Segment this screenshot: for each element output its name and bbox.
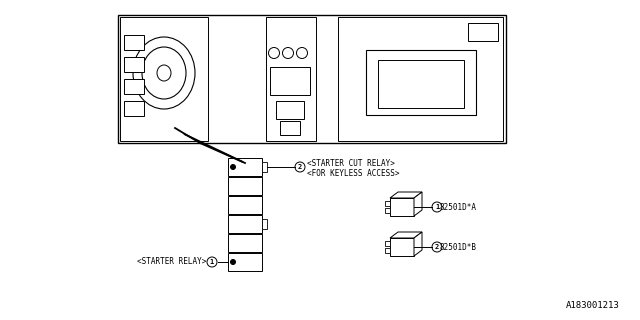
Bar <box>266 17 316 141</box>
Bar <box>385 248 390 253</box>
Text: <STARTER RELAY>: <STARTER RELAY> <box>136 258 206 267</box>
Bar <box>390 238 414 256</box>
Ellipse shape <box>157 65 171 81</box>
Bar <box>276 101 304 119</box>
Bar <box>270 67 310 95</box>
Circle shape <box>230 164 236 170</box>
Bar <box>228 158 262 176</box>
Ellipse shape <box>142 47 186 99</box>
Bar <box>228 177 262 195</box>
Bar <box>124 101 144 116</box>
Bar <box>124 35 144 50</box>
Circle shape <box>432 202 442 212</box>
Bar <box>378 60 464 108</box>
Bar <box>385 201 390 206</box>
Bar <box>124 79 144 94</box>
Bar <box>228 215 262 233</box>
Text: 2: 2 <box>298 164 302 170</box>
Circle shape <box>230 260 236 265</box>
Bar <box>228 253 262 271</box>
Text: <FOR KEYLESS ACCESS>: <FOR KEYLESS ACCESS> <box>307 170 399 179</box>
Polygon shape <box>414 192 422 216</box>
Circle shape <box>432 242 442 252</box>
Text: 2: 2 <box>435 244 439 250</box>
Text: A183001213: A183001213 <box>566 301 620 310</box>
Text: <STARTER CUT RELAY>: <STARTER CUT RELAY> <box>307 158 395 167</box>
Text: 1: 1 <box>435 204 439 210</box>
Circle shape <box>207 257 217 267</box>
Circle shape <box>282 47 294 59</box>
Bar <box>228 196 262 214</box>
Ellipse shape <box>133 37 195 109</box>
Bar <box>280 121 300 135</box>
Bar <box>468 23 498 41</box>
Bar <box>118 15 506 143</box>
Bar <box>385 241 390 246</box>
Bar <box>338 17 503 141</box>
Text: 1: 1 <box>210 259 214 265</box>
Polygon shape <box>390 192 422 198</box>
Text: 82501D*A: 82501D*A <box>439 203 476 212</box>
Bar <box>262 162 267 172</box>
Circle shape <box>296 47 307 59</box>
Text: 82501D*B: 82501D*B <box>439 243 476 252</box>
Bar <box>120 17 208 141</box>
Bar <box>366 50 476 115</box>
Circle shape <box>295 162 305 172</box>
Bar <box>124 57 144 72</box>
Polygon shape <box>414 232 422 256</box>
Bar <box>228 234 262 252</box>
Bar <box>390 198 414 216</box>
Polygon shape <box>390 232 422 238</box>
Bar <box>385 208 390 213</box>
Bar <box>262 219 267 229</box>
Circle shape <box>269 47 280 59</box>
